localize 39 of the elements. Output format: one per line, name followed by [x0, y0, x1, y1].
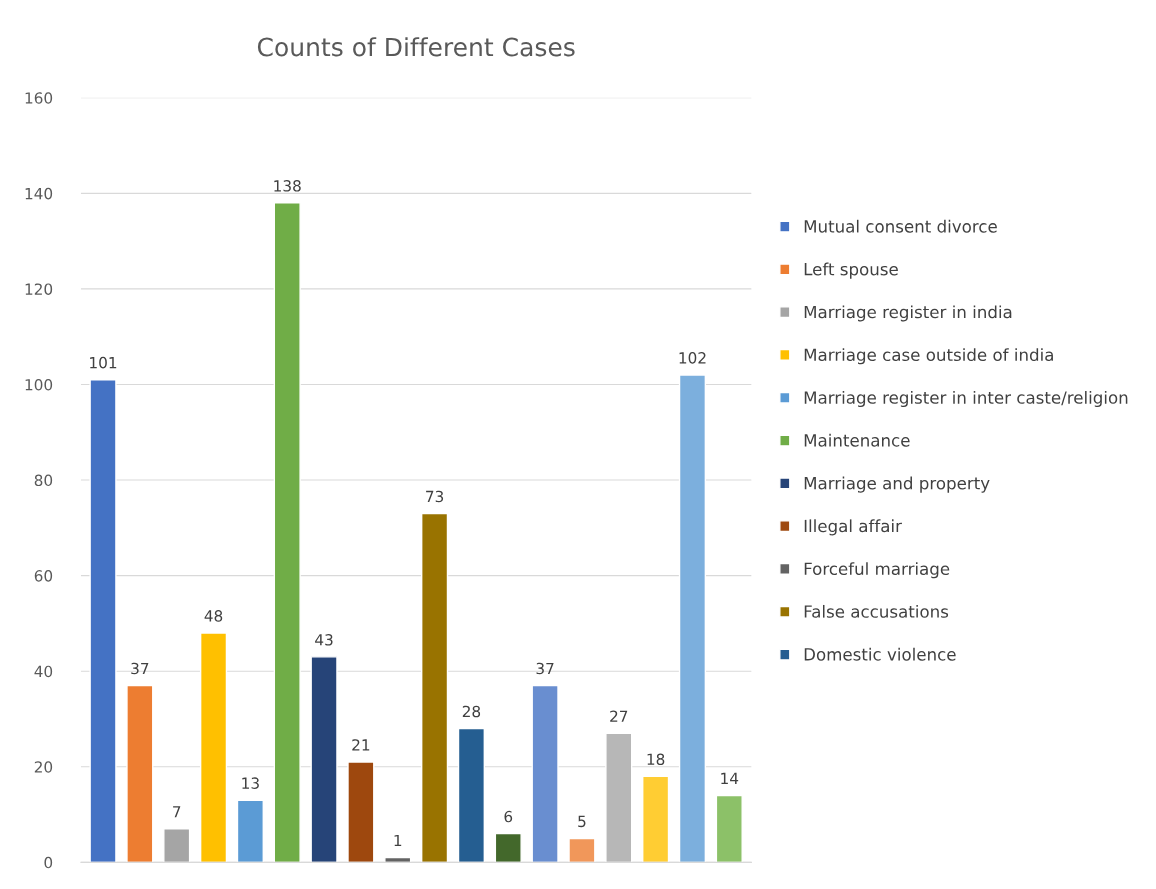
- data-label: 48: [204, 610, 223, 622]
- y-tick-label: 80: [34, 474, 53, 487]
- y-tick-label: 20: [34, 761, 53, 773]
- y-tick-label: 40: [34, 665, 53, 678]
- data-label: 73: [426, 490, 444, 503]
- legend-label: Illegal affair: [804, 519, 902, 536]
- data-label: 14: [721, 772, 739, 784]
- legend-label: Maintenance: [804, 433, 910, 447]
- legend-label: Marriage and property: [804, 476, 990, 493]
- y-tick-label: 120: [25, 283, 53, 295]
- legend-label: Domestic violence: [804, 647, 956, 661]
- data-label: 28: [462, 705, 481, 718]
- y-tick-label: 0: [44, 856, 53, 869]
- data-label: 7: [173, 806, 181, 818]
- legend-label: Mutual consent divorce: [804, 219, 997, 233]
- data-label: 13: [242, 777, 259, 789]
- legend-label: Forceful marriage: [804, 562, 950, 579]
- data-label: 1: [394, 834, 402, 847]
- data-label: 101: [90, 356, 117, 369]
- data-label: 5: [578, 815, 586, 828]
- legend-label: Marriage case outside of india: [804, 348, 1053, 365]
- chart-title: Counts of Different Cases: [257, 37, 575, 57]
- data-label: 102: [679, 352, 706, 364]
- data-label: 21: [352, 739, 370, 751]
- data-label: 18: [647, 753, 665, 766]
- data-label: 43: [315, 634, 333, 646]
- data-label: 138: [274, 180, 301, 192]
- data-label: 37: [536, 662, 554, 675]
- y-tick-label: 140: [25, 187, 53, 200]
- y-tick-label: 60: [34, 570, 53, 582]
- data-label: 6: [504, 810, 513, 823]
- y-tick-label: 100: [25, 378, 53, 391]
- data-label: 27: [610, 710, 628, 722]
- legend-label: Left spouse: [804, 262, 898, 279]
- legend-label: Marriage register in inter caste/religion: [804, 390, 1128, 408]
- data-label: 37: [131, 662, 149, 675]
- legend-label: Marriage register in india: [804, 305, 1012, 322]
- legend-label: False accusations: [804, 604, 949, 618]
- y-tick-label: 160: [25, 92, 53, 104]
